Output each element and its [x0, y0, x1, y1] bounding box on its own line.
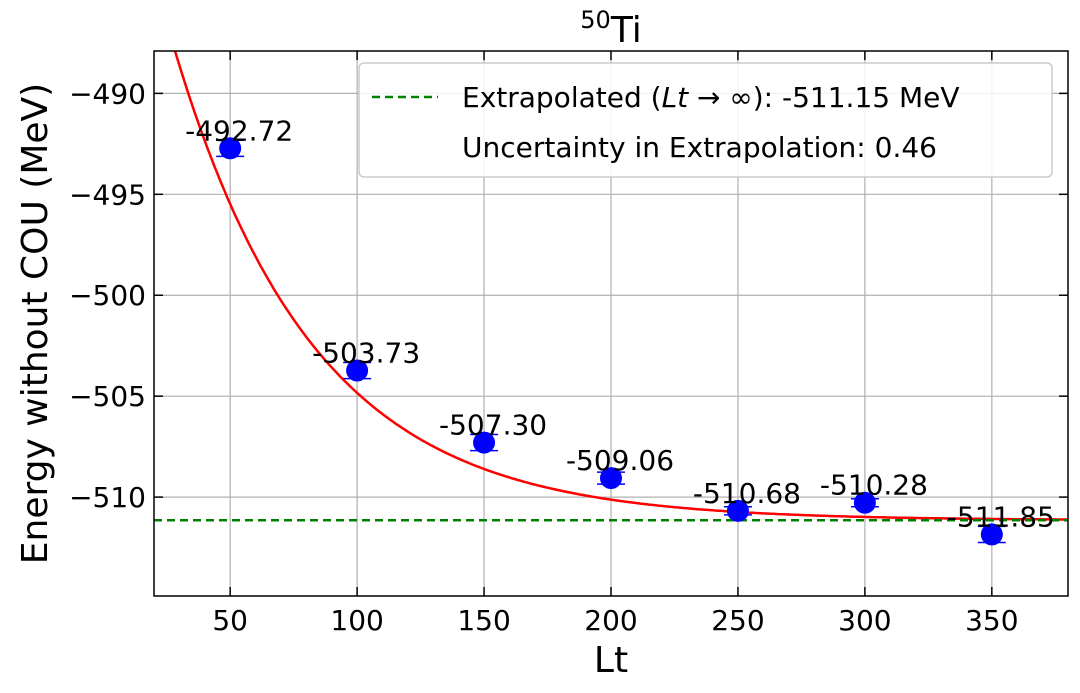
legend-line1-arrow: → ∞: [688, 81, 753, 114]
legend-entry-uncertainty: Uncertainty in Extrapolation: 0.46: [462, 131, 937, 164]
data-point: [726, 499, 749, 522]
data-point: [980, 523, 1003, 546]
data-label: -509.06: [566, 444, 674, 477]
data-point: [853, 491, 876, 514]
y-tick-label: −505: [69, 380, 146, 413]
data-label: -510.28: [820, 469, 928, 502]
data-point: [346, 359, 369, 382]
data-point: [600, 467, 622, 490]
legend: Extrapolated (Lt → ∞): -511.15 MeV Uncer…: [358, 62, 1053, 178]
y-tick-label: −495: [69, 178, 146, 211]
data-labels-layer: -492.72 -503.73 -507.30 -509.06 -510.68 -510.…: [185, 114, 1055, 533]
legend-line1-prefix: Extrapolated (: [462, 81, 662, 114]
y-tick-label: −500: [69, 279, 146, 312]
ticks-layer: 50 100 150 200 250 300 350 −490 −495 −500 −505 −510: [69, 51, 1068, 637]
data-points-layer: [216, 137, 1006, 546]
data-label: -510.68: [693, 477, 801, 510]
data-point: [473, 431, 496, 454]
y-tick-label: −490: [69, 77, 146, 110]
legend-box: [358, 62, 1053, 178]
y-axis-label: Energy without COU (MeV): [15, 83, 56, 564]
data-label: -507.30: [439, 409, 547, 442]
chart-title: 50Ti: [580, 6, 641, 51]
title-text: Ti: [610, 10, 642, 51]
legend-line1-math: Lt: [662, 81, 690, 114]
fit-curve-layer: [173, 51, 1068, 521]
x-tick-label: 200: [584, 604, 637, 637]
x-axis-label: Lt: [594, 640, 628, 681]
data-label: -511.85: [947, 500, 1055, 533]
y-tick-label: −510: [69, 481, 146, 514]
x-tick-label: 150: [457, 604, 510, 637]
legend-line1-suffix: ): -511.15 MeV: [753, 81, 960, 114]
data-label: -503.73: [312, 337, 420, 370]
x-tick-label: 250: [711, 604, 764, 637]
x-tick-label: 100: [330, 604, 383, 637]
x-tick-label: 300: [838, 604, 891, 637]
title-superscript: 50: [580, 6, 611, 34]
data-label: -492.72: [185, 114, 293, 147]
x-tick-label: 350: [965, 604, 1018, 637]
legend-entry-extrapolated: Extrapolated (Lt → ∞): -511.15 MeV: [462, 81, 960, 114]
data-point: [219, 137, 242, 160]
fit-curve: [173, 51, 1068, 521]
x-tick-label: 50: [212, 604, 248, 637]
